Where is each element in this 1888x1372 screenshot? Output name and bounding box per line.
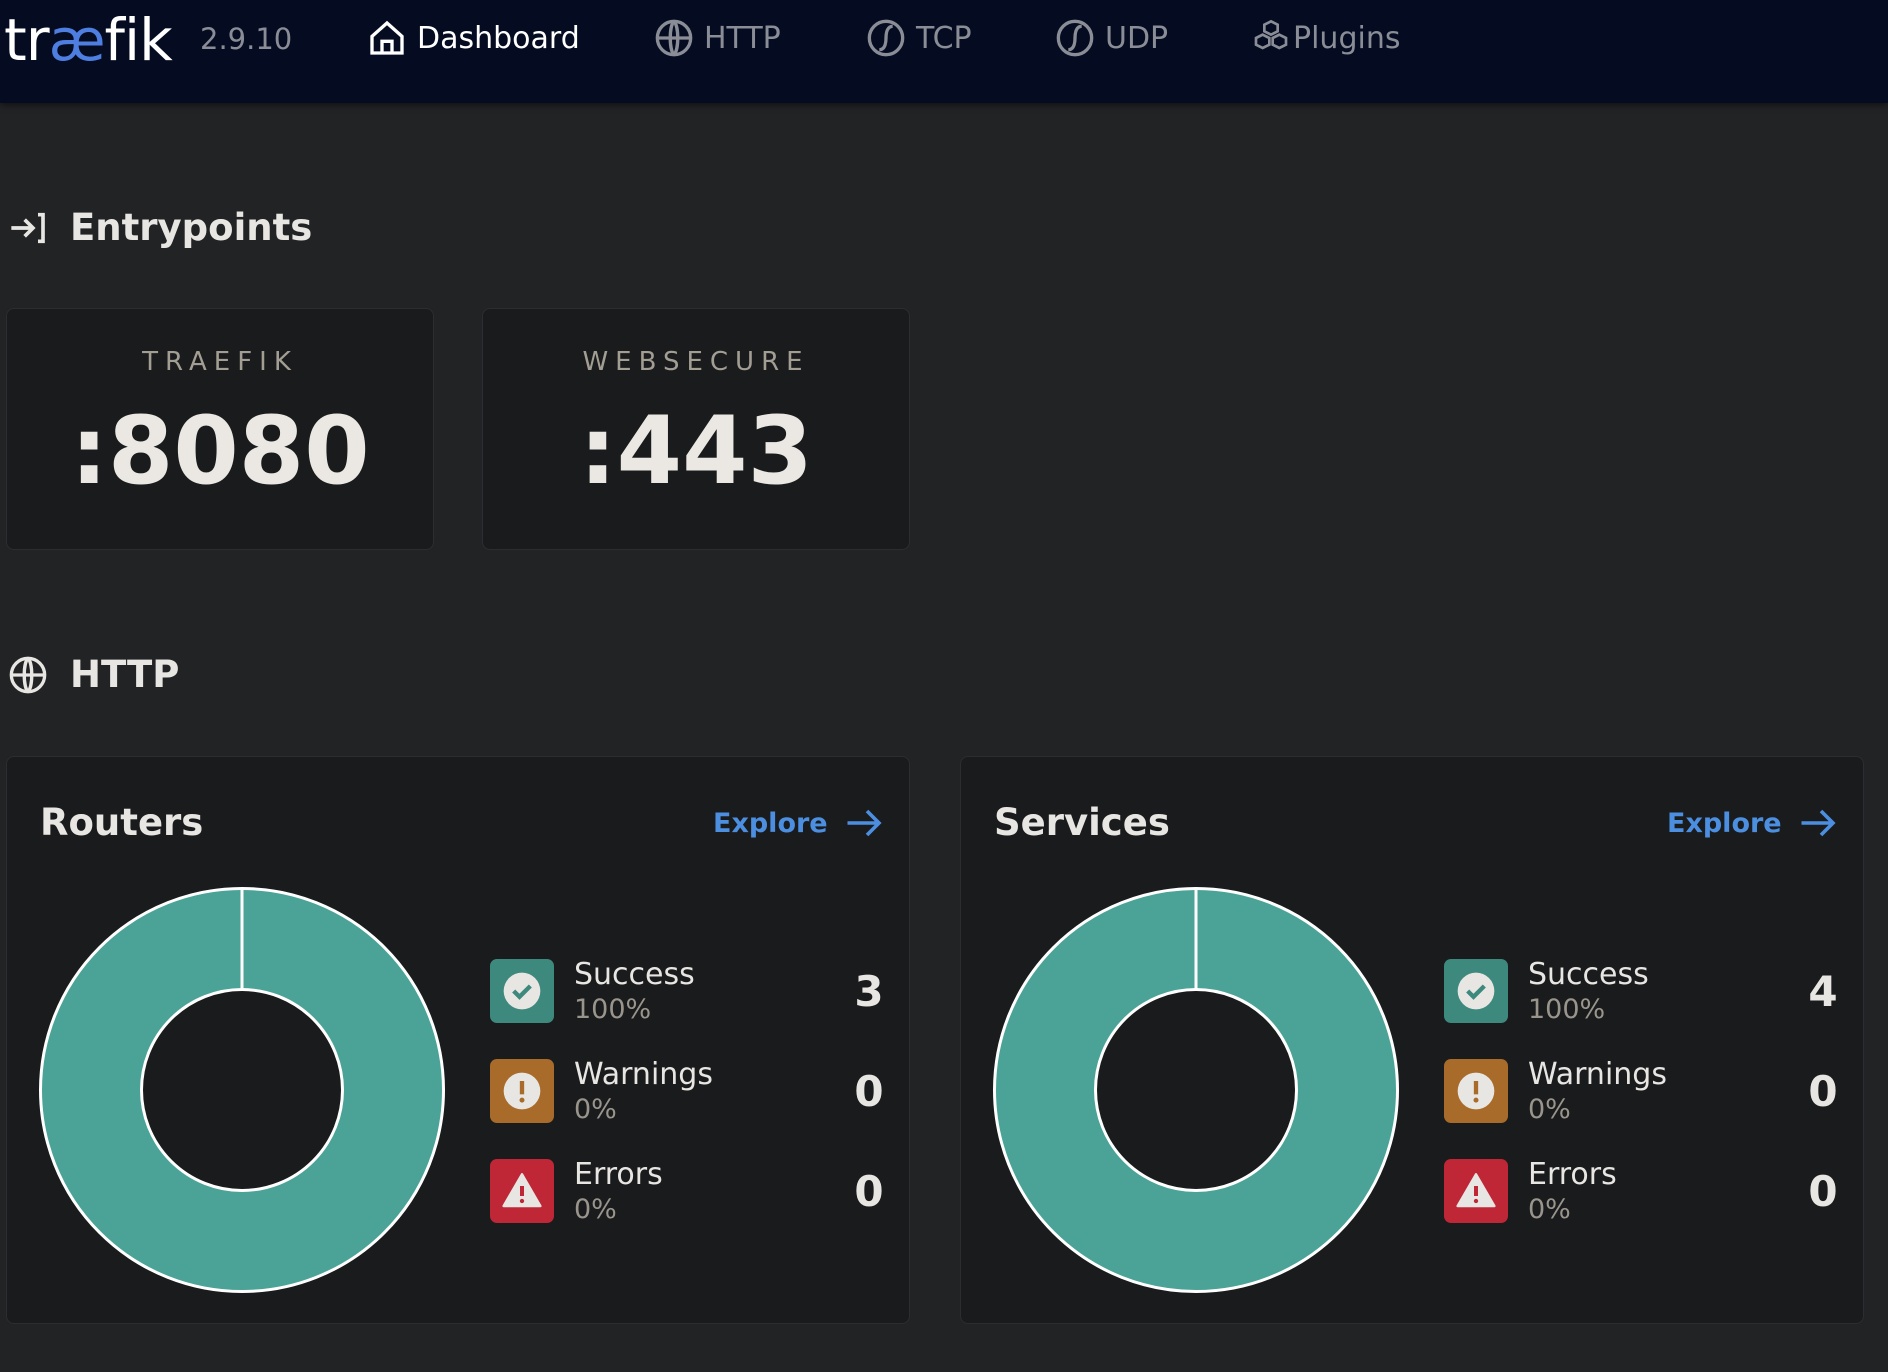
udp-icon bbox=[1056, 19, 1094, 57]
section-title: Entrypoints bbox=[70, 206, 313, 249]
explore-link[interactable]: Explore bbox=[1667, 807, 1836, 839]
nav-label: UDP bbox=[1105, 20, 1169, 56]
arrow-right-icon bbox=[1801, 809, 1836, 837]
legend-percent: 0% bbox=[574, 1194, 617, 1225]
traefik-logo[interactable]: træfik bbox=[4, 6, 173, 74]
legend-count: 0 bbox=[854, 1166, 884, 1216]
legend-errors: Errors 0% 0 bbox=[490, 1157, 904, 1225]
logo-text: tr bbox=[4, 6, 50, 74]
legend-success: Success 100% 4 bbox=[1444, 957, 1858, 1025]
entrypoint-name: TRAEFIK bbox=[142, 347, 298, 377]
cubes-icon bbox=[1254, 19, 1288, 50]
legend-count: 0 bbox=[1808, 1066, 1838, 1116]
legend-label: Errors bbox=[1528, 1157, 1617, 1192]
nav-label: Dashboard bbox=[417, 20, 580, 56]
nav-plugins[interactable]: Plugins bbox=[1251, 18, 1400, 58]
explore-link[interactable]: Explore bbox=[713, 807, 882, 839]
nav-label: TCP bbox=[916, 20, 972, 56]
nav-http[interactable]: HTTP bbox=[654, 18, 781, 58]
nav-label: HTTP bbox=[704, 20, 781, 56]
legend-warnings: Warnings 0% 0 bbox=[490, 1057, 904, 1125]
nav-dashboard[interactable]: Dashboard bbox=[367, 18, 580, 58]
warning-icon bbox=[490, 1059, 554, 1123]
globe-icon bbox=[9, 656, 47, 693]
http-heading: HTTP bbox=[8, 653, 179, 696]
legend-count: 0 bbox=[854, 1066, 884, 1116]
success-icon bbox=[490, 959, 554, 1023]
legend-count: 4 bbox=[1808, 966, 1838, 1016]
tcp-icon bbox=[867, 19, 905, 57]
entrypoints-heading: Entrypoints bbox=[8, 206, 312, 249]
card-title: Routers bbox=[40, 801, 204, 844]
explore-label: Explore bbox=[713, 807, 828, 839]
entrypoint-port: :443 bbox=[579, 397, 813, 506]
legend-errors: Errors 0% 0 bbox=[1444, 1157, 1858, 1225]
legend-label: Success bbox=[574, 957, 695, 992]
legend-count: 0 bbox=[1808, 1166, 1838, 1216]
routers-card: Routers Explore Success 100% 3 Warnings 0%… bbox=[6, 756, 910, 1324]
entrypoint-card-websecure: WEBSECURE :443 bbox=[482, 308, 910, 550]
legend-percent: 100% bbox=[574, 994, 652, 1025]
status-donut-chart bbox=[993, 887, 1399, 1293]
version-label: 2.9.10 bbox=[200, 22, 293, 56]
services-card: Services Explore Success 100% 4 Warnings 0… bbox=[960, 756, 1864, 1324]
status-donut-chart bbox=[39, 887, 445, 1293]
legend-count: 3 bbox=[854, 966, 884, 1016]
nav-udp[interactable]: UDP bbox=[1055, 18, 1168, 58]
error-icon bbox=[490, 1159, 554, 1223]
globe-icon bbox=[655, 19, 693, 57]
legend-label: Warnings bbox=[574, 1057, 713, 1092]
nav-label: Plugins bbox=[1293, 20, 1401, 56]
legend-label: Warnings bbox=[1528, 1057, 1667, 1092]
error-icon bbox=[1444, 1159, 1508, 1223]
section-title: HTTP bbox=[70, 653, 180, 696]
legend-warnings: Warnings 0% 0 bbox=[1444, 1057, 1858, 1125]
home-icon bbox=[370, 20, 404, 55]
logo-text-accent: æ bbox=[48, 6, 106, 74]
warning-icon bbox=[1444, 1059, 1508, 1123]
explore-label: Explore bbox=[1667, 807, 1782, 839]
legend-percent: 0% bbox=[1528, 1194, 1571, 1225]
legend-label: Success bbox=[1528, 957, 1649, 992]
sign-in-icon bbox=[11, 212, 45, 243]
success-icon bbox=[1444, 959, 1508, 1023]
legend-success: Success 100% 3 bbox=[490, 957, 904, 1025]
arrow-right-icon bbox=[847, 809, 882, 837]
legend-percent: 0% bbox=[1528, 1094, 1571, 1125]
top-navbar: træfik 2.9.10 Dashboard HTTP TCP UDP Plu… bbox=[0, 0, 1888, 103]
legend-percent: 0% bbox=[574, 1094, 617, 1125]
nav-tcp[interactable]: TCP bbox=[866, 18, 972, 58]
entrypoint-port: :8080 bbox=[70, 397, 370, 506]
logo-text: fik bbox=[104, 6, 173, 74]
entrypoint-card-traefik: TRAEFIK :8080 bbox=[6, 308, 434, 550]
legend-label: Errors bbox=[574, 1157, 663, 1192]
card-title: Services bbox=[994, 801, 1170, 844]
entrypoint-name: WEBSECURE bbox=[582, 347, 810, 377]
legend-percent: 100% bbox=[1528, 994, 1606, 1025]
